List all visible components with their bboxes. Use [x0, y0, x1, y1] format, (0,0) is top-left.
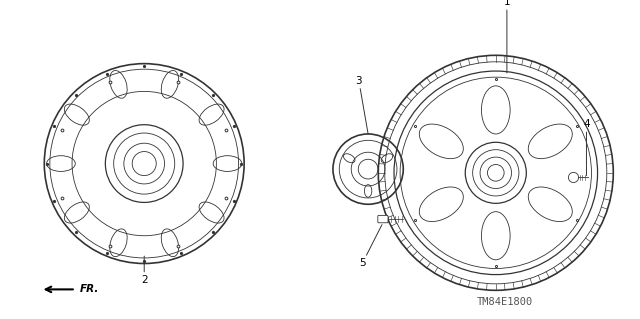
Text: 1: 1 — [504, 0, 510, 73]
Text: 5: 5 — [359, 225, 382, 268]
Text: FR.: FR. — [79, 285, 99, 294]
Text: 3: 3 — [356, 76, 368, 134]
Text: 4: 4 — [583, 119, 590, 175]
Circle shape — [568, 172, 579, 182]
Text: 2: 2 — [141, 256, 148, 285]
Text: TM84E1800: TM84E1800 — [477, 297, 533, 307]
FancyBboxPatch shape — [378, 215, 388, 223]
